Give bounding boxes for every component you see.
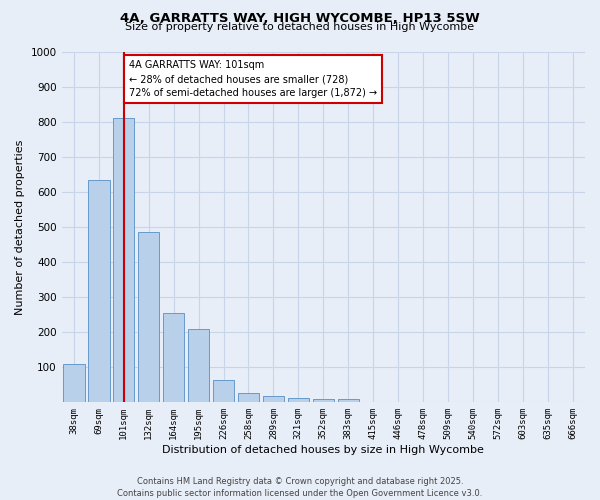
Y-axis label: Number of detached properties: Number of detached properties [15,139,25,314]
Text: Contains HM Land Registry data © Crown copyright and database right 2025.
Contai: Contains HM Land Registry data © Crown c… [118,476,482,498]
Bar [138,232,160,402]
Bar [263,396,284,402]
Text: 4A GARRATTS WAY: 101sqm
← 28% of detached houses are smaller (728)
72% of semi-d: 4A GARRATTS WAY: 101sqm ← 28% of detache… [129,60,377,98]
Bar [288,398,309,402]
Bar [163,313,184,402]
Bar [338,399,359,402]
Bar [238,393,259,402]
Text: Size of property relative to detached houses in High Wycombe: Size of property relative to detached ho… [125,22,475,32]
Text: 4A, GARRATTS WAY, HIGH WYCOMBE, HP13 5SW: 4A, GARRATTS WAY, HIGH WYCOMBE, HP13 5SW [120,12,480,26]
Bar [88,180,110,402]
Bar [213,380,234,402]
Bar [313,399,334,402]
Bar [188,328,209,402]
Bar [113,118,134,403]
Bar [64,364,85,403]
X-axis label: Distribution of detached houses by size in High Wycombe: Distribution of detached houses by size … [163,445,484,455]
